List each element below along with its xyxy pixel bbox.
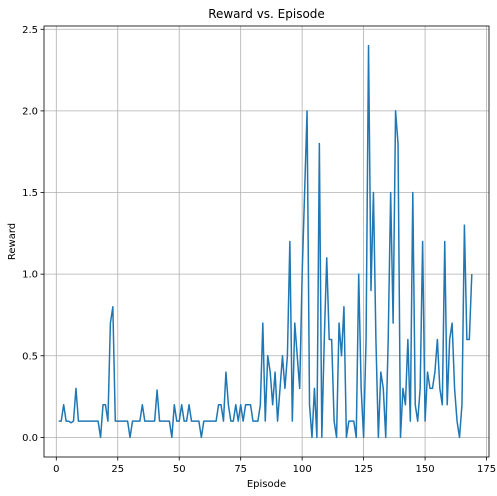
reward-series-line [58,44,473,439]
y-axis-label: Reward [7,223,18,260]
y-tick-label: 1.5 [22,188,38,199]
x-tick-label: 50 [173,464,186,475]
axis-ticks: 0 25 50 75 100 125 150 175 0.0 0.5 1.0 1.5 2.0 2.5 [22,25,496,475]
x-tick-label: 100 [293,464,312,475]
chart-title: Reward vs. Episode [208,7,325,21]
y-tick-label: 0.5 [22,351,38,362]
y-tick-label: 0.0 [22,433,38,444]
y-tick-label: 2.5 [22,25,38,36]
x-tick-label: 150 [416,464,435,475]
x-tick-label: 125 [354,464,373,475]
x-tick-label: 25 [111,464,124,475]
x-axis-label: Episode [247,479,286,490]
series-layer [58,44,473,439]
x-tick-label: 175 [477,464,496,475]
x-tick-label: 0 [53,464,59,475]
y-tick-label: 1.0 [22,270,38,281]
y-tick-label: 2.0 [22,106,38,117]
x-tick-label: 75 [234,464,247,475]
plot-frame [43,25,490,458]
